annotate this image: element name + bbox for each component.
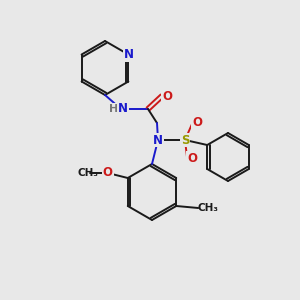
Text: O: O (162, 89, 172, 103)
Text: N: N (124, 48, 134, 61)
Text: O: O (187, 152, 197, 164)
Text: O: O (103, 167, 113, 179)
Text: N: N (153, 134, 163, 146)
Text: CH₃: CH₃ (198, 203, 219, 213)
Text: CH₃: CH₃ (77, 168, 98, 178)
Text: O: O (192, 116, 202, 130)
Text: N: N (118, 103, 128, 116)
Text: H: H (110, 104, 118, 114)
Text: S: S (181, 134, 189, 146)
